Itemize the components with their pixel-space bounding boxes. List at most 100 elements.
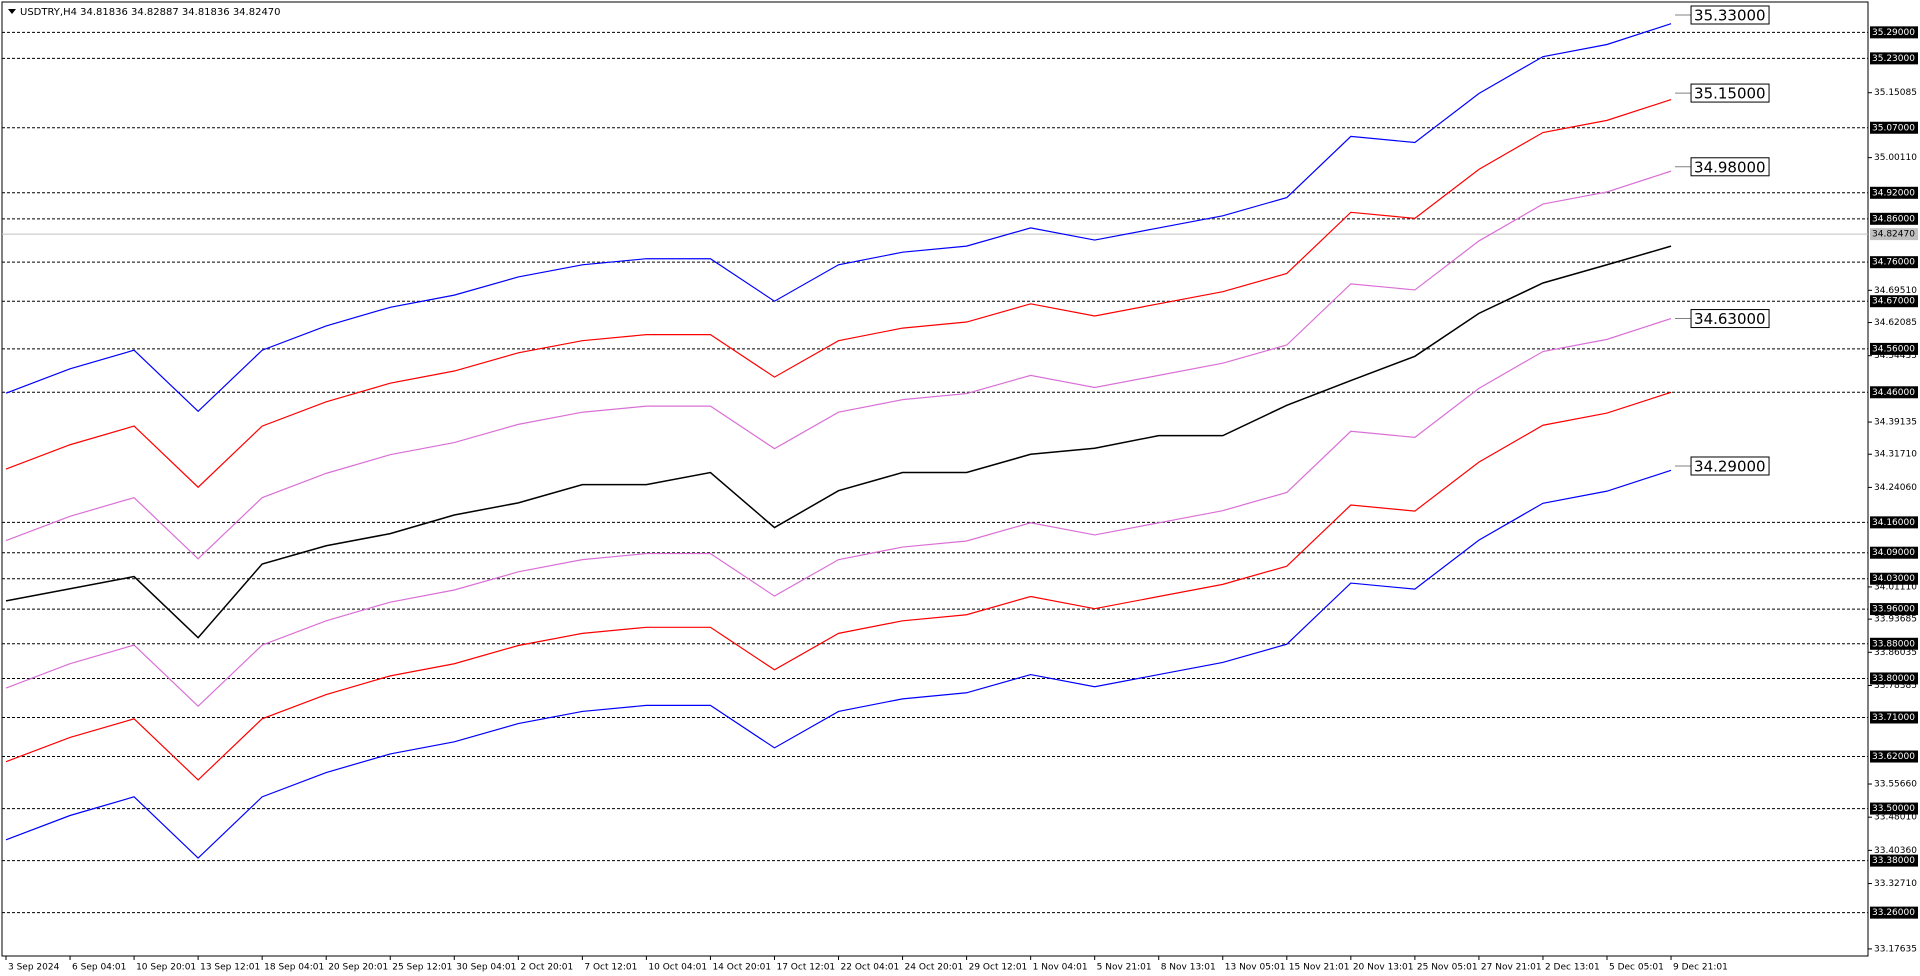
- level-box: [1870, 711, 1918, 724]
- x-tick-label: 20 Sep 20:01: [328, 963, 388, 973]
- y-tick-label: 33.17635: [1874, 944, 1917, 954]
- x-tick-label: 9 Dec 21:01: [1673, 963, 1728, 973]
- x-tick-label: 5 Dec 05:01: [1609, 963, 1664, 973]
- level-label: 33.96000: [1872, 605, 1915, 615]
- level-label: 33.38000: [1872, 856, 1915, 866]
- x-tick-label: 24 Oct 20:01: [905, 963, 964, 973]
- level-box: [1870, 672, 1918, 685]
- level-label: 33.88000: [1872, 639, 1915, 649]
- level-box: [1870, 572, 1918, 585]
- level-box: [1870, 516, 1918, 529]
- level-box: [1870, 295, 1918, 308]
- level-box: [1870, 121, 1918, 134]
- plot-frame: [1, 1, 1869, 957]
- level-box: [1870, 186, 1918, 199]
- end-label-box: [1690, 157, 1770, 177]
- end-label-box: [1690, 5, 1770, 25]
- band-line: [5, 98, 1672, 489]
- y-tick-label: 34.31710: [1874, 450, 1917, 460]
- y-tick-label: 35.15085: [1874, 88, 1917, 98]
- level-box: [1870, 750, 1918, 763]
- level-box: [1870, 212, 1918, 225]
- x-tick-label: 2 Oct 20:01: [520, 963, 573, 973]
- y-tick-label: 33.40360: [1874, 846, 1917, 856]
- price-line: [5, 245, 1672, 639]
- end-label: 35.33000: [1694, 7, 1766, 25]
- x-tick-label: 29 Oct 12:01: [969, 963, 1028, 973]
- y-tick-label: 34.01110: [1874, 582, 1917, 592]
- x-tick-label: 27 Nov 21:01: [1481, 963, 1542, 973]
- level-box: [1870, 386, 1918, 399]
- end-label-box: [1690, 309, 1770, 329]
- symbol-menu[interactable]: [8, 9, 16, 14]
- level-label: 33.62000: [1872, 752, 1915, 762]
- level-box: [1870, 637, 1918, 650]
- band-line: [5, 317, 1672, 708]
- y-tick-label: 33.55660: [1874, 780, 1917, 790]
- level-label: 33.26000: [1872, 908, 1915, 918]
- y-tick-label: 33.93685: [1874, 615, 1917, 625]
- level-label: 35.29000: [1872, 28, 1915, 38]
- x-tick-label: 15 Nov 21:01: [1289, 963, 1350, 973]
- level-box: [1870, 342, 1918, 355]
- y-tick-label: 34.62085: [1874, 318, 1917, 328]
- x-tick-label: 30 Sep 04:01: [456, 963, 516, 973]
- level-label: 34.67000: [1872, 297, 1915, 307]
- last-price-label: 34.82470: [1872, 230, 1915, 240]
- level-box: [1870, 906, 1918, 919]
- x-tick-label: 13 Nov 05:01: [1225, 963, 1286, 973]
- level-box: [1870, 854, 1918, 867]
- level-label: 34.76000: [1872, 258, 1915, 268]
- x-tick-label: 2 Dec 13:01: [1545, 963, 1600, 973]
- x-tick-label: 10 Sep 20:01: [136, 963, 196, 973]
- x-tick-label: 25 Nov 05:01: [1417, 963, 1478, 973]
- y-tick-label: 33.48010: [1874, 813, 1917, 823]
- level-label: 35.07000: [1872, 123, 1915, 133]
- level-label: 34.46000: [1872, 388, 1915, 398]
- x-tick-label: 13 Sep 12:01: [200, 963, 260, 973]
- x-tick-label: 14 Oct 20:01: [712, 963, 771, 973]
- y-tick-label: 34.69510: [1874, 286, 1917, 296]
- level-box: [1870, 546, 1918, 559]
- level-box: [1870, 52, 1918, 65]
- level-label: 34.16000: [1872, 518, 1915, 528]
- x-tick-label: 5 Nov 21:01: [1097, 963, 1152, 973]
- x-tick-label: 6 Sep 04:01: [72, 963, 126, 973]
- end-label: 34.63000: [1694, 310, 1766, 328]
- y-tick-label: 34.39135: [1874, 418, 1917, 428]
- y-tick-label: 34.24060: [1874, 483, 1917, 493]
- y-tick-label: 33.78385: [1874, 681, 1917, 691]
- end-label: 34.98000: [1694, 158, 1766, 176]
- level-label: 33.71000: [1872, 713, 1915, 723]
- level-box: [1870, 26, 1918, 39]
- band-line: [5, 23, 1672, 413]
- level-label: 34.86000: [1872, 214, 1915, 224]
- level-box: [1870, 256, 1918, 269]
- x-tick-label: 18 Sep 04:01: [264, 963, 324, 973]
- chart-title: USDTRY,H4 34.81836 34.82887 34.81836 34.…: [20, 7, 281, 18]
- x-tick-label: 7 Oct 12:01: [584, 963, 637, 973]
- end-label: 34.29000: [1694, 457, 1766, 475]
- end-label: 35.15000: [1694, 85, 1766, 103]
- y-tick-label: 33.32710: [1874, 879, 1917, 889]
- level-label: 34.92000: [1872, 188, 1915, 198]
- x-tick-label: 17 Oct 12:01: [776, 963, 835, 973]
- y-tick-label: 34.54435: [1874, 351, 1917, 361]
- band-line: [5, 170, 1672, 560]
- x-tick-label: 25 Sep 12:01: [392, 963, 452, 973]
- level-label: 34.03000: [1872, 574, 1915, 584]
- x-tick-label: 8 Nov 13:01: [1161, 963, 1216, 973]
- x-tick-label: 20 Nov 13:01: [1353, 963, 1414, 973]
- y-tick-label: 33.86035: [1874, 648, 1917, 658]
- x-tick-label: 3 Sep 2024: [8, 963, 60, 973]
- level-label: 33.50000: [1872, 804, 1915, 814]
- x-tick-label: 10 Oct 04:01: [648, 963, 707, 973]
- level-box: [1870, 603, 1918, 616]
- level-label: 33.80000: [1872, 674, 1915, 684]
- last-price-box: [1870, 228, 1918, 241]
- band-line: [5, 391, 1672, 781]
- level-label: 34.09000: [1872, 548, 1915, 558]
- level-box: [1870, 802, 1918, 815]
